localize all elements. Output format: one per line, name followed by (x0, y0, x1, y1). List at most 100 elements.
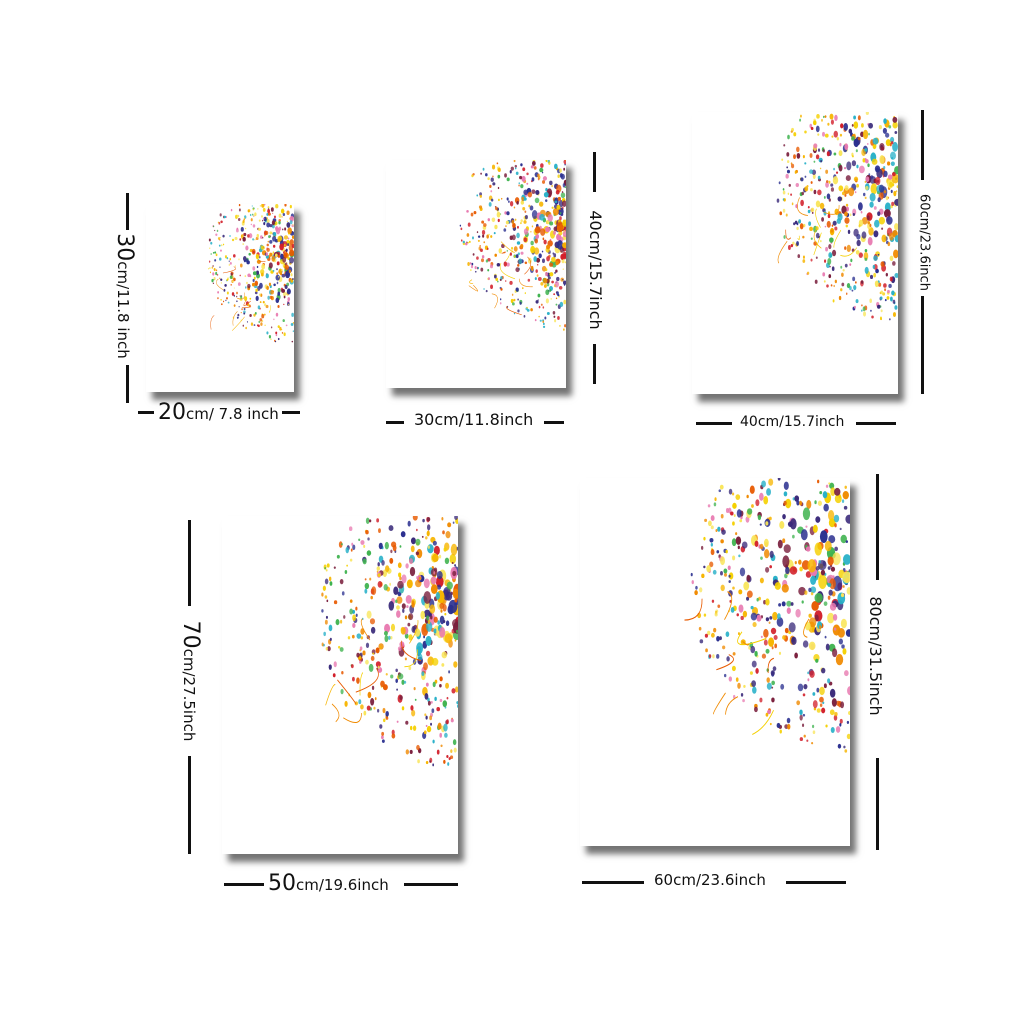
paint-drop (834, 494, 842, 504)
paint-drop (255, 236, 259, 241)
paint-drop (477, 266, 480, 270)
paint-drop (236, 300, 238, 303)
paint-drop (810, 575, 817, 586)
paint-drop (407, 622, 411, 627)
paint-drop (841, 644, 845, 649)
paint-drop (853, 228, 859, 237)
paint-drop (835, 171, 839, 174)
paint-drop (875, 268, 879, 274)
paint-drop (783, 235, 786, 239)
paint-drop (560, 253, 565, 260)
paint-drop (233, 287, 235, 289)
paint-drop (212, 251, 215, 254)
paint-drop (563, 167, 566, 171)
paint-drop (805, 546, 811, 552)
paint-drop (286, 222, 291, 228)
paint-drop (409, 558, 413, 565)
paint-drop (372, 652, 375, 655)
paint-drop (812, 524, 818, 533)
paint-drop (786, 607, 791, 614)
paint-drop (845, 175, 851, 182)
paint-drop (840, 701, 845, 709)
paint-drop (390, 541, 397, 548)
paint-drop (737, 682, 741, 689)
paint-drop (219, 257, 222, 261)
paint-drop (765, 617, 770, 622)
paint-drop (823, 195, 826, 199)
paint-drop (802, 507, 811, 521)
paint-drop (382, 707, 386, 714)
paint-drop (531, 210, 538, 220)
paint-drip (840, 247, 858, 257)
paint-drop (250, 218, 253, 222)
paint-drop (218, 244, 221, 247)
paint-drop (266, 243, 269, 247)
paint-drop (750, 612, 757, 621)
paint-drop (869, 274, 874, 280)
paint-drop (352, 609, 356, 614)
paint-drop (454, 686, 458, 693)
paint-drop (808, 613, 812, 618)
paint-drop (839, 722, 842, 727)
paint-drop (490, 177, 494, 182)
paint-drop (332, 673, 336, 678)
paint-drop (732, 586, 735, 590)
paint-drop (438, 554, 442, 559)
paint-drop (213, 267, 216, 271)
paint-drop (278, 220, 281, 225)
paint-drop (416, 646, 422, 656)
paint-drop (264, 230, 269, 235)
paint-drop (377, 580, 383, 588)
paint-drop (524, 215, 528, 220)
paint-drop (219, 213, 222, 217)
paint-drop (856, 164, 859, 169)
paint-drop (323, 631, 326, 637)
paint-drop (436, 571, 443, 580)
paint-drop (819, 530, 828, 543)
paint-drop (873, 230, 879, 238)
paint-drop (704, 518, 708, 522)
paint-drop (368, 663, 374, 672)
paint-drop (263, 204, 266, 206)
paint-drop (852, 276, 856, 282)
paint-drop (555, 303, 558, 306)
paint-drip (813, 232, 822, 256)
paint-drop (208, 238, 211, 242)
paint-drop (553, 253, 557, 258)
height-label-20x30: 30cm/11.8 inch (112, 233, 137, 359)
paint-drop (351, 542, 354, 546)
paint-drop (377, 708, 380, 713)
paint-drop (811, 724, 815, 729)
paint-drop (209, 271, 211, 274)
paint-drop (817, 189, 822, 196)
paint-drop (865, 185, 869, 190)
paint-drop (376, 566, 380, 571)
paint-drop (451, 561, 454, 564)
height-dimension-line (126, 193, 129, 230)
paint-drop (832, 299, 835, 303)
paint-drop (730, 606, 735, 613)
paint-drop (834, 712, 838, 717)
paint-drop (219, 266, 221, 268)
paint-drip (797, 235, 800, 240)
paint-drop (790, 162, 793, 165)
paint-drop (774, 582, 781, 590)
paint-drop (454, 516, 458, 520)
paint-drop (869, 201, 874, 208)
paint-drop (247, 283, 251, 289)
paint-drop (800, 177, 804, 182)
paint-drop (839, 718, 843, 724)
paint-drop (830, 119, 834, 125)
paint-drop (545, 289, 550, 296)
paint-drop (289, 256, 294, 264)
paint-drip (823, 205, 840, 215)
paint-drop (832, 575, 835, 579)
paint-drop (536, 274, 539, 277)
paint-drop (861, 231, 867, 239)
paint-drip (684, 598, 703, 621)
height-dimension-line (921, 110, 924, 180)
paint-drop (481, 255, 485, 259)
paint-drop (810, 181, 813, 184)
paint-drop (476, 256, 479, 260)
paint-drop (758, 596, 761, 601)
